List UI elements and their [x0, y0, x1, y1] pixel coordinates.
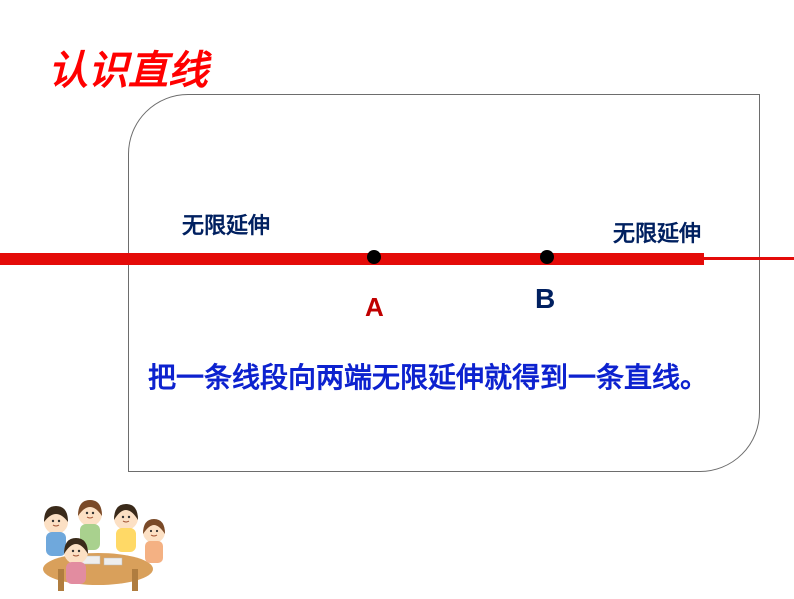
- definition-text: 把一条线段向两端无限延伸就得到一条直线。: [148, 356, 708, 396]
- extend-label-left: 无限延伸: [182, 208, 270, 240]
- point-a-dot: [367, 250, 381, 264]
- point-b-dot: [540, 250, 554, 264]
- content-frame: [128, 94, 760, 472]
- straight-line-thick: [0, 253, 704, 265]
- point-a-label: A: [365, 292, 384, 323]
- extend-label-right: 无限延伸: [613, 216, 701, 248]
- point-b-label: B: [535, 283, 555, 315]
- children-illustration: [18, 474, 178, 594]
- page-title: 认识直线: [48, 38, 208, 96]
